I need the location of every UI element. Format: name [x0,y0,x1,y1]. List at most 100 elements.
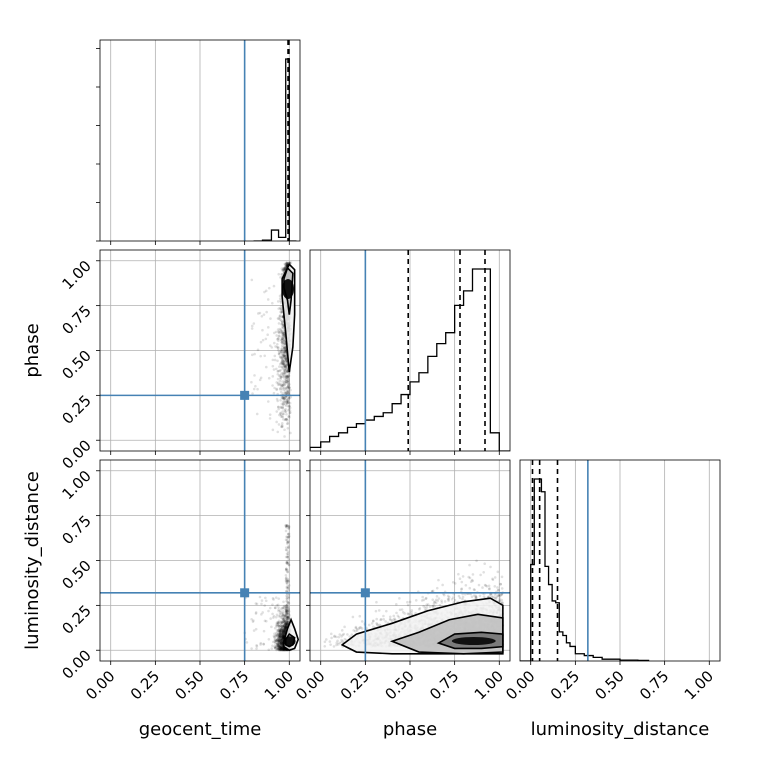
sample-point [286,619,289,623]
sample-point [283,625,287,629]
sample-point [276,621,280,625]
sample-point [472,594,476,597]
sample-point [281,614,284,617]
sample-point [281,648,285,651]
sample-point [284,408,287,411]
sample-point [256,387,259,391]
sample-point [282,395,285,399]
sample-point [279,375,283,379]
sample-point [277,606,280,609]
sample-point [286,561,290,565]
hist-panel-luminosity_distance [519,459,721,665]
sample-point [289,431,292,435]
sample-point [277,635,281,638]
sample-point [278,632,282,635]
sample-point [276,634,279,637]
sample-point [287,616,291,620]
sample-point [283,267,286,270]
sample-point [255,412,259,416]
sample-point [285,261,289,265]
sample-point [278,628,282,631]
sample-point [284,625,288,628]
sample-point [281,633,285,637]
sample-point [281,360,284,364]
sample-point [284,523,288,527]
sample-point [275,644,279,648]
sample-point [279,648,282,651]
sample-point [281,345,284,349]
sample-point [372,620,375,623]
sample-point [281,635,285,638]
sample-point [289,395,293,399]
sample-point [286,535,289,539]
sample-point [414,611,417,615]
sample-point [276,642,279,646]
sample-point [278,641,282,645]
sample-point [279,368,282,372]
sample-point [282,412,285,416]
sample-point [280,647,283,650]
sample-point [337,643,340,646]
sample-point [424,596,428,600]
sample-point [250,353,254,357]
sample-point [283,369,287,372]
sample-point [286,540,289,544]
sample-point [283,369,286,372]
sample-point [284,348,287,351]
sample-point [285,604,288,607]
sample-point [286,615,290,618]
sample-point [280,630,284,634]
pair-0-contour-0 [283,266,294,315]
sample-point [281,638,284,641]
sample-point [250,618,253,621]
sample-point [280,642,283,646]
sample-point [278,315,281,318]
sample-point [278,630,282,633]
pair-1-contour-0 [284,632,296,648]
sample-point [271,364,275,368]
sample-point [286,400,290,404]
sample-point [281,648,284,652]
sample-point [284,623,288,627]
sample-point [277,621,281,624]
sample-point [276,630,279,634]
sample-point [287,617,290,621]
sample-point [280,638,284,642]
sample-point [276,637,279,641]
sample-point [285,615,289,619]
sample-point [273,646,277,650]
sample-point [272,368,276,371]
sample-point [283,350,286,354]
sample-point [284,609,288,613]
sample-point [283,339,286,343]
sample-point [284,265,287,269]
sample-point [497,593,501,597]
sample-point [279,645,283,649]
sample-point [284,358,288,361]
sample-point [332,645,336,648]
sample-point [287,612,290,615]
sample-point [281,268,284,272]
sample-point [277,638,280,642]
sample-point [284,621,288,624]
sample-point [329,632,333,636]
sample-point [279,609,282,613]
sample-point [285,580,288,584]
sample-point [282,620,285,623]
sample-point [278,643,281,647]
sample-point [286,375,290,379]
sample-point [285,589,288,593]
sample-point [264,337,268,341]
sample-point [280,647,284,651]
sample-point [285,378,288,382]
sample-point [280,635,284,639]
sample-point [285,599,288,603]
sample-point [474,594,478,598]
sample-point [281,315,284,319]
sample-point [281,380,284,383]
sample-point [277,644,281,648]
sample-point [282,334,286,338]
sample-point [281,392,285,395]
sample-point [287,401,290,404]
sample-point [266,298,270,301]
